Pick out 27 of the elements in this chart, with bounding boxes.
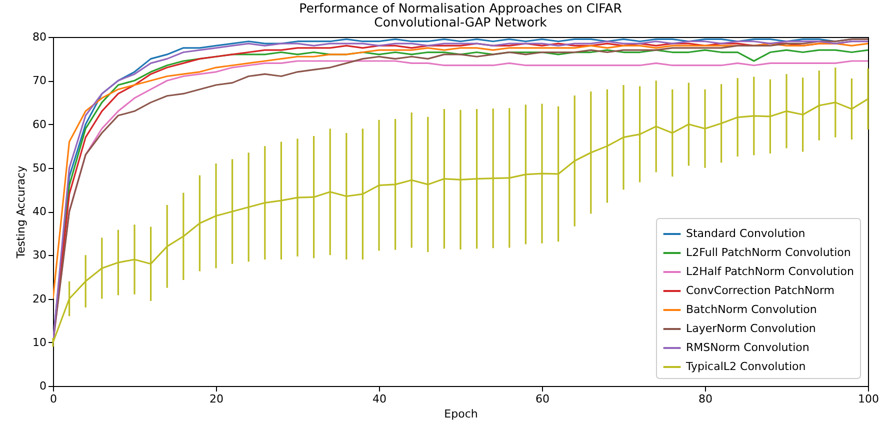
y-tick-label: 50: [32, 161, 46, 174]
x-tick-label: 60: [536, 392, 550, 406]
y-tick-label: 60: [32, 118, 46, 131]
y-tick-label: 0: [40, 380, 46, 392]
legend-label: TypicalL2 Convolution: [685, 360, 806, 373]
chart-title: Performance of Normalisation Approaches on CIFAR Convolutional-GAP Network: [299, 0, 622, 30]
line-series: [53, 42, 868, 300]
y-tick-label: 30: [32, 248, 46, 262]
legend-label: L2Half PatchNorm Convolution: [686, 265, 854, 278]
legend-label: RMSNorm Convolution: [686, 341, 810, 354]
x-tick-label: 20: [210, 392, 224, 406]
x-tick-label: 0: [50, 392, 57, 406]
legend-label: Standard Convolution: [686, 227, 806, 240]
y-tick-label: 40: [32, 205, 46, 218]
x-axis-title: Epoch: [444, 408, 478, 420]
y-axis-title: Testing Accuracy: [14, 165, 28, 260]
legend-label: LayerNorm Convolution: [686, 322, 816, 335]
y-tick-label: 20: [32, 292, 46, 306]
legend-label: BatchNorm Convolution: [686, 303, 817, 316]
x-tick-label: 40: [372, 392, 386, 406]
legend-label: ConvCorrection PatchNorm: [686, 284, 835, 297]
y-tick-label: 10: [32, 336, 46, 349]
y-tick-label: 80: [32, 30, 46, 44]
x-tick-label: 80: [698, 392, 712, 406]
legend-label: L2Full PatchNorm Convolution: [686, 246, 851, 259]
x-tick-label: 100: [858, 392, 879, 406]
y-tick-label: 70: [32, 74, 46, 88]
